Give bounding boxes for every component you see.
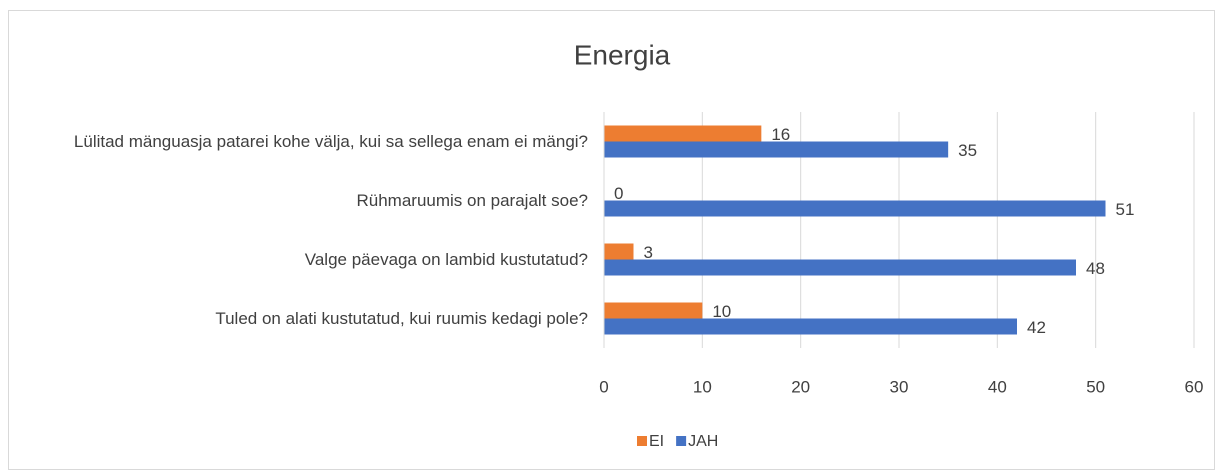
data-label: 16 xyxy=(771,125,790,144)
chart-title: Energia xyxy=(574,39,671,70)
data-label: 42 xyxy=(1027,318,1046,337)
x-tick-label: 20 xyxy=(791,377,810,396)
data-label: 10 xyxy=(712,302,731,321)
data-label: 3 xyxy=(644,243,653,262)
bar xyxy=(604,200,1106,217)
y-tick-label: Valge päevaga on lambid kustutatud? xyxy=(304,249,588,269)
x-tick-label: 30 xyxy=(890,377,909,396)
x-tick-label: 10 xyxy=(693,377,712,396)
y-tick-label: Rühmaruumis on parajalt soe? xyxy=(356,190,588,210)
legend-label: EI xyxy=(649,433,664,450)
legend-swatch xyxy=(637,436,647,446)
data-label: 35 xyxy=(958,141,977,160)
y-tick-label: Tuled on alati kustutatud, kui ruumis ke… xyxy=(215,308,588,328)
legend-label: JAH xyxy=(688,433,718,450)
bar xyxy=(604,259,1076,276)
bar xyxy=(604,243,634,260)
data-label: 51 xyxy=(1116,200,1135,219)
legend-swatch xyxy=(676,436,687,446)
x-tick-label: 60 xyxy=(1185,377,1204,396)
x-tick-label: 40 xyxy=(988,377,1007,396)
data-label: 48 xyxy=(1086,259,1105,278)
bar xyxy=(604,318,1017,335)
chart-border xyxy=(8,10,1215,470)
x-tick-label: 50 xyxy=(1086,377,1105,396)
data-label: 0 xyxy=(614,184,623,203)
bar xyxy=(604,302,703,319)
y-tick-label: Lülitad mänguasja patarei kohe välja, ku… xyxy=(73,131,588,151)
bar xyxy=(604,125,762,142)
x-tick-label: 0 xyxy=(599,377,608,396)
bar xyxy=(604,141,949,158)
